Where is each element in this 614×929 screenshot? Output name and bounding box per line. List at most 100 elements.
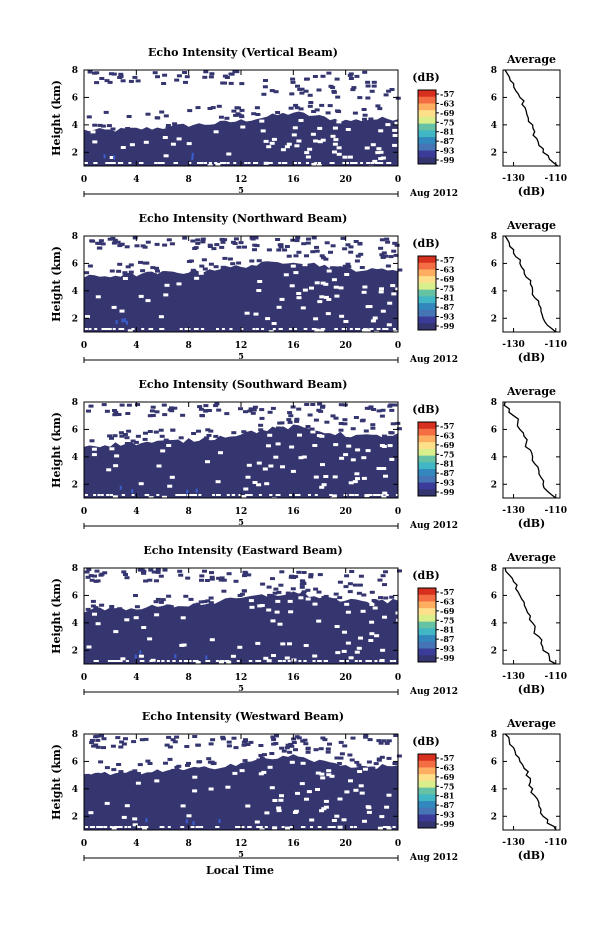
echo-cell	[119, 403, 125, 407]
colorbar-tick-label: -87	[440, 136, 454, 146]
echo-cell	[261, 92, 267, 96]
echo-cell	[345, 660, 349, 662]
echo-cell	[361, 108, 367, 111]
echo-cell	[289, 494, 292, 496]
echo-cell	[255, 113, 261, 116]
echo-cell	[305, 746, 311, 750]
echo-cell	[235, 826, 239, 828]
x-tick-label: 12	[235, 175, 248, 185]
echo-cell	[330, 826, 334, 828]
echo-cell	[271, 738, 277, 742]
echo-cell	[283, 273, 289, 277]
echo-cell	[393, 253, 399, 257]
echo-cell	[200, 240, 206, 244]
echo-cell	[167, 826, 171, 828]
echo-cell	[299, 91, 305, 95]
echo-cell	[203, 70, 209, 74]
echo-cell	[216, 328, 219, 330]
echo-cell	[113, 464, 119, 468]
average-frame	[502, 567, 561, 665]
echo-cell	[353, 240, 359, 243]
echo-cell	[220, 162, 223, 164]
echo-cell	[132, 75, 138, 79]
echo-cell	[207, 760, 213, 764]
echo-cell	[329, 494, 333, 496]
echo-cell	[243, 487, 249, 491]
echo-cell	[128, 270, 134, 274]
echo-cell	[380, 162, 384, 164]
echo-cell	[392, 328, 396, 330]
echo-cell	[336, 110, 342, 113]
echo-cell	[313, 139, 319, 143]
echo-cell	[284, 656, 290, 660]
echo-cell	[255, 328, 259, 330]
echo-cell	[386, 793, 392, 797]
echo-cell	[178, 494, 182, 496]
echo-cell	[303, 660, 307, 662]
x-tick-label: 20	[339, 507, 352, 517]
y-tick-label: 4	[72, 453, 78, 463]
echo-cell	[383, 596, 389, 600]
echo-cell	[188, 660, 192, 662]
echo-cell	[389, 408, 395, 412]
echo-cell	[359, 829, 365, 833]
echo-cell	[156, 494, 160, 496]
echo-cell	[294, 328, 298, 330]
echo-cell	[161, 328, 165, 330]
echo-cell	[160, 449, 166, 453]
echo-cell	[354, 494, 358, 496]
echo-cell	[125, 265, 131, 269]
echo-cell	[353, 416, 359, 419]
echo-cell	[252, 248, 257, 252]
x-tick-label: 16	[287, 175, 300, 185]
echo-cell	[162, 568, 168, 572]
y-tick-label: 8	[72, 564, 78, 574]
echo-cell	[218, 578, 224, 582]
x-tick-label: 4	[133, 673, 139, 683]
echo-cell	[159, 826, 163, 828]
echo-cell	[348, 779, 353, 783]
echo-cell	[387, 444, 393, 448]
echo-cell	[216, 576, 222, 580]
echo-cell	[385, 494, 389, 496]
echo-cell	[379, 253, 385, 257]
echo-cell	[180, 413, 186, 417]
echo-cell	[359, 266, 365, 269]
echo-cell	[195, 743, 201, 747]
echo-cell	[209, 577, 215, 581]
echo-cell	[279, 297, 285, 301]
echo-cell	[378, 290, 384, 294]
echo-cell	[381, 251, 387, 255]
echo-cell	[352, 111, 358, 115]
echo-cell	[372, 606, 378, 610]
echo-cell	[294, 419, 300, 423]
echo-cell	[387, 301, 393, 305]
echo-cell	[314, 108, 320, 112]
echo-cell	[115, 320, 118, 325]
echo-cell	[195, 238, 201, 242]
echo-cell	[239, 82, 245, 86]
colorbar-tick-label: -69	[440, 440, 455, 450]
colorbar-segment	[418, 482, 436, 490]
echo-cell	[350, 88, 356, 92]
echo-cell	[354, 259, 360, 263]
echo-cell	[269, 494, 273, 496]
echo-cell	[104, 79, 110, 83]
colorbar-segment	[418, 116, 436, 125]
colorbar-segment	[418, 150, 436, 158]
echo-cell	[369, 331, 375, 335]
echo-cell	[197, 162, 200, 164]
echo-cell	[351, 86, 357, 90]
echo-cell	[320, 138, 326, 142]
echo-cell	[318, 162, 321, 164]
echo-cell	[92, 574, 97, 578]
date-axis-label: 5	[238, 517, 244, 527]
x-tick-label: 8	[186, 839, 192, 849]
heatmap-panel-2: Echo Intensity (Southward Beam) Height (k…	[50, 378, 567, 531]
echo-cell	[309, 286, 314, 290]
echo-cell	[154, 779, 160, 783]
echo-cell	[344, 602, 350, 606]
echo-cell	[298, 660, 302, 662]
echo-cell	[162, 243, 168, 247]
echo-cell	[156, 464, 162, 468]
